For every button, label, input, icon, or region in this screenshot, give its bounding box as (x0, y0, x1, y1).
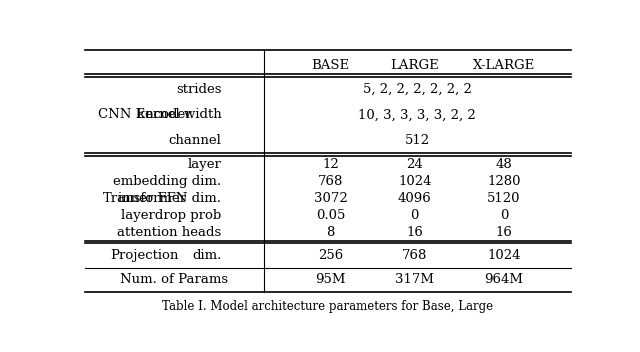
Text: 48: 48 (496, 158, 513, 171)
Text: 512: 512 (404, 134, 430, 147)
Text: 1024: 1024 (398, 175, 431, 188)
Text: Transformer: Transformer (102, 191, 186, 205)
Text: dim.: dim. (192, 249, 221, 262)
Text: CNN Encoder: CNN Encoder (98, 108, 191, 121)
Text: Projection: Projection (110, 249, 179, 262)
Text: attention heads: attention heads (117, 226, 221, 239)
Text: 8: 8 (326, 226, 335, 239)
Text: 95M: 95M (316, 274, 346, 287)
Text: X-LARGE: X-LARGE (473, 59, 535, 72)
Text: channel: channel (168, 134, 221, 147)
Text: 964M: 964M (484, 274, 524, 287)
Text: 0: 0 (500, 209, 508, 222)
Text: inner FFN dim.: inner FFN dim. (118, 191, 221, 205)
Text: 12: 12 (322, 158, 339, 171)
Text: LARGE: LARGE (390, 59, 439, 72)
Text: strides: strides (176, 83, 221, 96)
Text: 768: 768 (318, 175, 343, 188)
Text: 24: 24 (406, 158, 423, 171)
Text: 256: 256 (318, 249, 343, 262)
Text: 3072: 3072 (314, 191, 348, 205)
Text: layerdrop prob: layerdrop prob (121, 209, 221, 222)
Text: 1024: 1024 (487, 249, 521, 262)
Text: 768: 768 (402, 249, 428, 262)
Text: 10, 3, 3, 3, 3, 2, 2: 10, 3, 3, 3, 3, 2, 2 (358, 108, 476, 121)
Text: BASE: BASE (312, 59, 349, 72)
Text: kernel width: kernel width (136, 108, 221, 121)
Text: 317M: 317M (396, 274, 435, 287)
Text: 16: 16 (495, 226, 513, 239)
Text: 0.05: 0.05 (316, 209, 345, 222)
Text: 5, 2, 2, 2, 2, 2, 2: 5, 2, 2, 2, 2, 2, 2 (363, 83, 472, 96)
Text: 0: 0 (411, 209, 419, 222)
Text: 4096: 4096 (398, 191, 431, 205)
Text: Num. of Params: Num. of Params (120, 274, 228, 287)
Text: 1280: 1280 (487, 175, 521, 188)
Text: 16: 16 (406, 226, 423, 239)
Text: layer: layer (188, 158, 221, 171)
Text: Table I. Model architecture parameters for Base, Large: Table I. Model architecture parameters f… (163, 300, 493, 313)
Text: embedding dim.: embedding dim. (113, 175, 221, 188)
Text: 5120: 5120 (487, 191, 521, 205)
